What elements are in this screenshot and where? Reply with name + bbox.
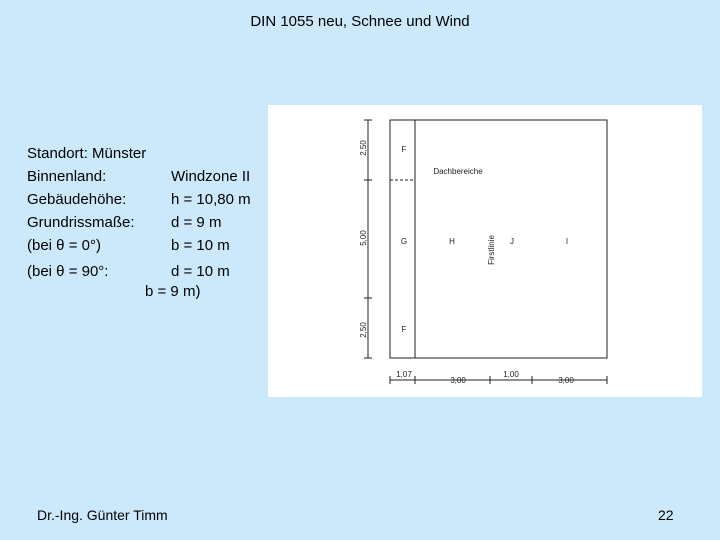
info-value: d = 9 m [171, 214, 222, 231]
info-value: b = 10 m [171, 237, 230, 254]
ridge-label: Firstlinie [487, 235, 496, 265]
dimension-label: 3,00 [450, 376, 466, 385]
dimension-label: 1,00 [503, 370, 519, 379]
area-label: Dachbereiche [433, 167, 483, 176]
info-value: d = 10 m [171, 263, 230, 280]
dimension-label: 2,50 [359, 140, 368, 156]
info-label: Binnenland: [27, 168, 107, 185]
dimension-label: 2,50 [359, 322, 368, 338]
info-label: (bei θ = 90°: [27, 263, 109, 280]
zone-label: F [402, 145, 407, 154]
zone-label: F [402, 325, 407, 334]
zone-label: I [566, 237, 568, 246]
info-label: Standort: Münster [27, 145, 147, 162]
roof-outline [389, 119, 608, 359]
info-label: (bei θ = 0°) [27, 237, 101, 254]
zone-label: J [510, 237, 514, 246]
page-number: 22 [658, 507, 674, 523]
dimension-label: 3,00 [558, 376, 574, 385]
zone-label: H [449, 237, 455, 246]
title: DIN 1055 neu, Schnee und Wind [250, 13, 470, 30]
roof-diagram: 2,50 5,00 2,50 1,07 3,00 1,00 3,00 F G H… [268, 105, 702, 397]
info-continuation: b = 9 m) [145, 283, 201, 300]
figure-background [268, 105, 702, 397]
dimension-label: 5,00 [359, 230, 368, 246]
info-label: Grundrissmaße: [27, 214, 135, 231]
info-value: h = 10,80 m [171, 191, 251, 208]
info-label: Gebäudehöhe: [27, 191, 127, 208]
zone-label: G [401, 237, 407, 246]
dimension-label: 1,07 [396, 370, 412, 379]
footer-author: Dr.-Ing. Günter Timm [37, 507, 168, 523]
info-value: Windzone II [171, 168, 251, 185]
